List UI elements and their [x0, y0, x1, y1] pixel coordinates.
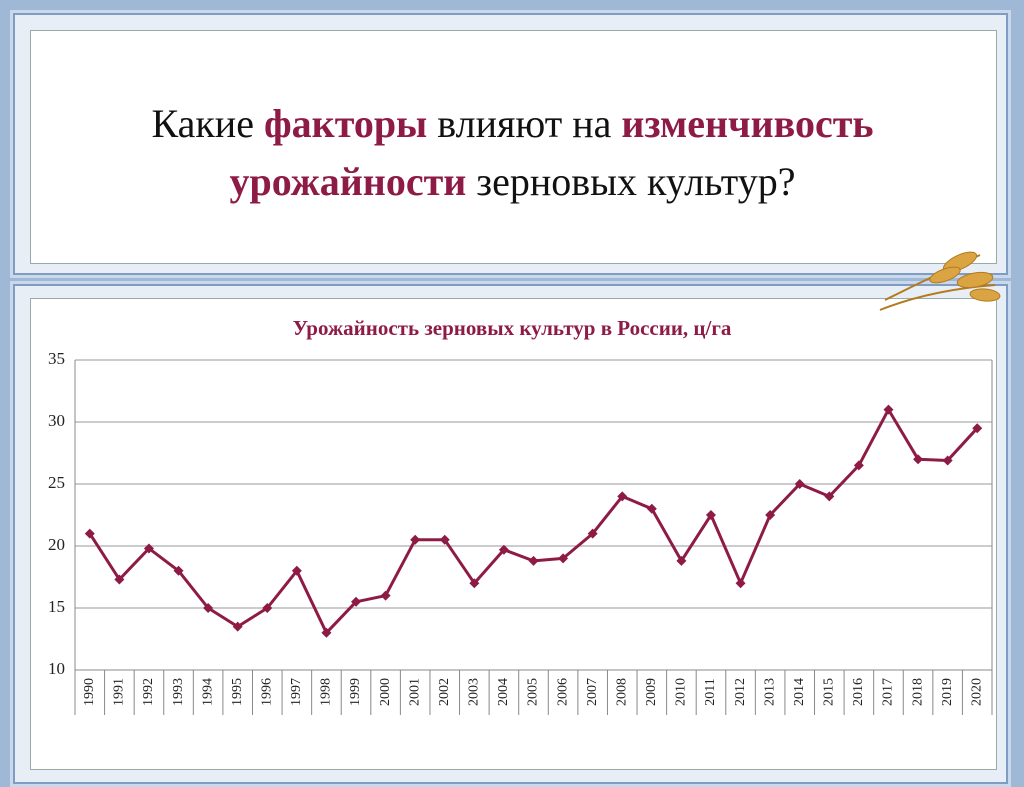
- data-marker: [972, 423, 983, 434]
- x-tick-label: 2006: [555, 678, 570, 706]
- y-tick-label: 30: [48, 411, 65, 430]
- data-marker: [617, 491, 628, 502]
- x-tick-label: 2015: [822, 678, 837, 706]
- x-tick-label: 1993: [171, 678, 186, 706]
- data-marker: [173, 565, 184, 576]
- data-marker: [380, 590, 391, 601]
- x-tick-label: 1998: [319, 678, 334, 706]
- heading-emphasis: факторы: [263, 101, 428, 146]
- x-tick-label: 2016: [851, 678, 866, 706]
- data-marker: [232, 621, 243, 632]
- data-marker: [824, 491, 835, 502]
- x-tick-label: 1992: [141, 678, 156, 706]
- x-tick-label: 2003: [467, 678, 482, 706]
- x-tick-label: 2020: [969, 678, 984, 706]
- data-marker: [143, 543, 154, 554]
- chart-title: Урожайность зерновых культур в России, ц…: [293, 316, 732, 340]
- x-tick-label: 2009: [644, 678, 659, 706]
- heading-text: Какие: [151, 101, 264, 146]
- y-tick-label: 35: [48, 349, 65, 368]
- x-tick-label: 1994: [200, 678, 215, 706]
- heading-emphasis: урожайности: [229, 159, 467, 204]
- data-marker: [735, 578, 746, 589]
- x-tick-label: 2005: [526, 678, 541, 706]
- x-tick-label: 2010: [674, 678, 689, 706]
- data-marker: [439, 534, 450, 545]
- data-marker: [528, 555, 539, 566]
- data-marker: [84, 528, 95, 539]
- top-inner: [30, 30, 997, 264]
- data-marker: [913, 454, 924, 465]
- x-tick-label: 2000: [378, 678, 393, 706]
- data-marker: [262, 603, 273, 613]
- chart: Урожайность зерновых культур в России, ц…: [48, 251, 1001, 715]
- y-tick-label: 25: [48, 473, 65, 492]
- data-marker: [646, 503, 657, 514]
- data-marker: [498, 544, 509, 555]
- x-tick-label: 2012: [733, 678, 748, 706]
- heading-text: влияют на: [427, 101, 622, 146]
- data-marker: [853, 460, 864, 471]
- x-tick-label: 2007: [585, 678, 600, 706]
- heading-line: Какие факторы влияют на изменчивость: [30, 95, 995, 153]
- x-tick-label: 2008: [614, 678, 629, 706]
- x-tick-label: 2019: [940, 678, 955, 706]
- x-tick-label: 1997: [289, 678, 304, 706]
- data-marker: [410, 534, 421, 545]
- heading-line: урожайности зерновых культур?: [30, 153, 995, 211]
- data-marker: [794, 479, 805, 489]
- x-tick-label: 2002: [437, 678, 452, 706]
- x-tick-label: 1990: [82, 678, 97, 706]
- x-tick-label: 1996: [259, 678, 274, 706]
- bottom-inner: [30, 298, 997, 770]
- data-marker: [765, 510, 776, 520]
- data-marker: [114, 574, 125, 585]
- x-tick-label: 2017: [881, 678, 896, 706]
- data-marker: [558, 553, 569, 564]
- y-tick-label: 20: [48, 535, 65, 554]
- slide: Какие факторы влияют на изменчивость урож…: [10, 10, 1011, 787]
- x-tick-label: 2004: [496, 678, 511, 706]
- data-marker: [469, 578, 480, 589]
- x-tick-label: 1995: [230, 678, 245, 706]
- data-marker: [321, 627, 332, 638]
- heading-emphasis: изменчивость: [621, 101, 874, 146]
- data-marker: [203, 603, 214, 613]
- wheat-icon: [879, 251, 1001, 311]
- x-tick-label: 2001: [407, 678, 422, 706]
- x-tick-label: 2014: [792, 678, 807, 706]
- x-tick-label: 1999: [348, 678, 363, 706]
- x-tick-label: 2011: [703, 678, 718, 705]
- heading-text: зерновых культур?: [466, 159, 796, 204]
- data-marker: [705, 510, 716, 520]
- data-marker: [291, 565, 302, 576]
- y-tick-label: 15: [48, 597, 65, 616]
- x-tick-label: 2013: [762, 678, 777, 706]
- data-marker: [351, 596, 362, 607]
- data-line: [88, 408, 979, 635]
- x-tick-label: 2018: [910, 678, 925, 706]
- data-marker: [942, 455, 953, 466]
- x-tick-label: 1991: [112, 678, 127, 706]
- heading: Какие факторы влияют на изменчивость урож…: [30, 95, 995, 211]
- data-marker: [676, 555, 687, 566]
- data-marker: [883, 404, 894, 415]
- y-tick-label: 10: [48, 659, 65, 678]
- data-marker: [587, 528, 598, 539]
